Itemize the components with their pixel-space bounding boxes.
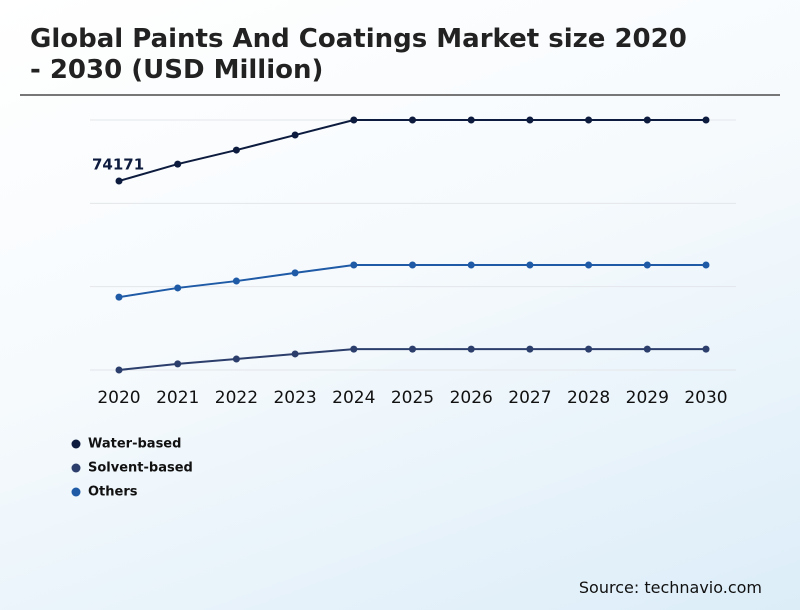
point [232, 355, 240, 363]
point [115, 177, 123, 185]
legend-label: Solvent-based [88, 461, 193, 476]
chart-title: Global Paints And Coatings Market size 2… [30, 24, 687, 85]
x-tick-label: 2023 [273, 388, 316, 408]
point [467, 116, 475, 124]
legend-marker [71, 487, 81, 497]
legend-marker [71, 439, 81, 449]
point [232, 277, 240, 285]
point [409, 345, 416, 353]
point [643, 116, 651, 124]
point [585, 261, 593, 269]
point [350, 345, 358, 353]
point [350, 261, 358, 269]
separator [20, 94, 780, 96]
legend-marker [71, 463, 81, 473]
point [526, 261, 534, 269]
x-tick-label: 2021 [156, 388, 199, 408]
point [702, 116, 710, 124]
point [291, 350, 299, 358]
point [702, 261, 710, 269]
point [585, 345, 593, 353]
x-tick-label: 2026 [450, 388, 493, 408]
point [291, 269, 299, 277]
point [409, 116, 416, 124]
point [174, 160, 182, 168]
point [115, 366, 123, 374]
point [526, 116, 534, 124]
point [526, 345, 534, 353]
x-tick-label: 2022 [215, 388, 258, 408]
line [118, 264, 706, 299]
point [702, 345, 710, 353]
point [291, 131, 299, 139]
point [585, 116, 593, 124]
x-tick-label: 2029 [626, 388, 669, 408]
point [409, 261, 416, 269]
point [115, 293, 123, 301]
x-tick-label: 2020 [97, 388, 140, 408]
data-label: 74171 [92, 155, 144, 173]
point [467, 261, 475, 269]
point [350, 116, 358, 124]
point [643, 345, 651, 353]
x-tick-label: 2030 [684, 388, 727, 408]
point [174, 284, 182, 292]
legend-label: Others [88, 485, 138, 500]
x-tick-label: 2027 [508, 388, 551, 408]
point [643, 261, 651, 269]
point [232, 146, 240, 154]
x-tick-label: 2025 [391, 388, 434, 408]
point [467, 345, 475, 353]
source: Source: technavio.com [578, 578, 762, 597]
point [174, 360, 182, 368]
x-tick-label: 2028 [567, 388, 610, 408]
line [118, 119, 706, 182]
x-tick-label: 2024 [332, 388, 375, 408]
legend-label: Water-based [88, 437, 181, 452]
